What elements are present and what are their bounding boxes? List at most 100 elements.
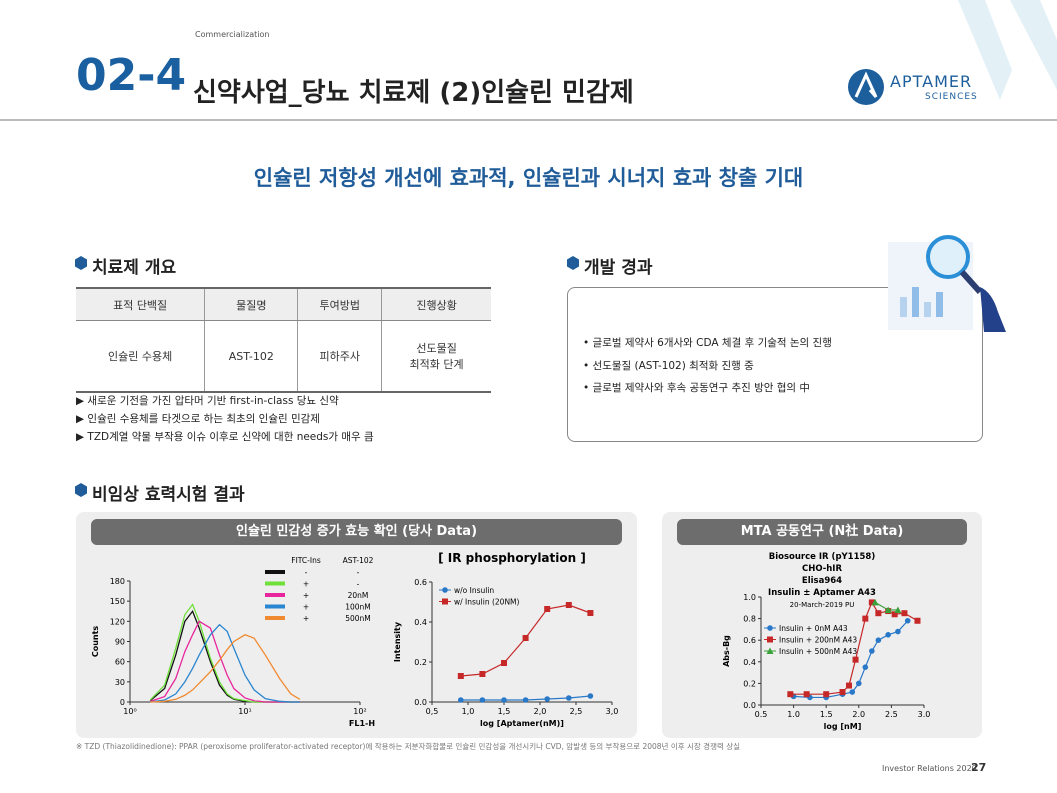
- x-tick-label: 1.0: [787, 710, 800, 719]
- th: 물질명: [204, 287, 298, 321]
- legend-header: FITC-Ins: [291, 556, 321, 565]
- legend-cell: +: [303, 614, 309, 623]
- item: • 글로벌 제약사와 후속 공동연구 추진 방안 협의 中: [583, 382, 810, 394]
- point: [868, 599, 875, 606]
- x-tick-label: 1,0: [462, 707, 475, 716]
- footnote: ※ TZD (Thiazolidinedione): PPAR (peroxis…: [76, 742, 741, 751]
- series-line: [150, 623, 300, 703]
- point: [852, 656, 859, 663]
- legend-cell: +: [303, 580, 309, 589]
- legend-swatch: [265, 616, 285, 620]
- point: [566, 695, 572, 701]
- point: [901, 610, 908, 617]
- illustration: [888, 235, 1006, 332]
- point: [875, 637, 882, 643]
- point: [457, 673, 464, 679]
- legend-cell: -: [305, 568, 308, 577]
- x-tick-label: 0.5: [755, 710, 768, 719]
- point: [587, 693, 594, 699]
- x-tick-label: 1.5: [820, 710, 833, 719]
- bullet-icon: [75, 256, 87, 270]
- point: [839, 689, 846, 696]
- series-line: [150, 620, 300, 703]
- y-tick-label: 0.8: [743, 615, 756, 624]
- kicker: Commercialization: [195, 30, 270, 39]
- td: 선도물질 최적화 단계: [381, 320, 491, 393]
- point: [565, 602, 572, 608]
- point: [895, 628, 901, 635]
- x-tick-label: 2.0: [852, 710, 865, 719]
- bullet: ▶ 새로운 기전을 가진 압타머 기반 first-in-class 당뇨 신약: [76, 395, 339, 407]
- dev-items: • 글로벌 제약사 6개사와 CDA 체결 후 기술적 논의 진행 • 선도물질…: [583, 332, 832, 400]
- panel-title: MTA 공동연구 (N社 Data): [677, 519, 967, 545]
- x-axis-label: FL1-H: [349, 719, 375, 728]
- bullet-icon: [75, 483, 87, 497]
- y-tick-label: 0.6: [743, 636, 756, 645]
- logo-sub: SCIENCES: [925, 92, 978, 102]
- th: 투여방법: [297, 287, 382, 321]
- logo-a: [854, 71, 878, 98]
- point: [862, 615, 869, 622]
- point: [767, 636, 773, 643]
- y-tick-label: 0.0: [414, 698, 427, 707]
- page-number: 27: [971, 761, 987, 774]
- point: [501, 660, 507, 666]
- x-tick-label: 2,5: [570, 707, 583, 716]
- th: 표적 단백질: [76, 287, 205, 321]
- y-tick-label: 0: [120, 698, 125, 707]
- legend-label: Insulin + 0nM A43: [779, 624, 848, 633]
- point: [522, 697, 529, 703]
- legend-label: Insulin + 500nM A43: [779, 647, 857, 656]
- point: [894, 606, 902, 613]
- point: [869, 648, 875, 654]
- series-line: [150, 634, 301, 703]
- deco: [1010, 0, 1057, 90]
- point: [501, 697, 507, 703]
- section-title: 비임상 효력시험 결과: [92, 485, 245, 505]
- x-tick-label: 3.0: [918, 710, 931, 719]
- x-tick-label: 10²: [353, 707, 366, 716]
- panel-title: 인슐린 민감성 증가 효능 확인 (당사 Data): [91, 519, 622, 545]
- x-axis-label: log [nM]: [824, 722, 862, 731]
- item: • 글로벌 제약사 6개사와 CDA 체결 후 기술적 논의 진행: [583, 337, 832, 349]
- bullets: ▶ 새로운 기전을 가진 압타머 기반 first-in-class 당뇨 신약…: [76, 392, 374, 446]
- x-tick-label: 10⁰: [123, 707, 136, 716]
- item: • 선도물질 (AST-102) 최적화 진행 중: [583, 359, 754, 372]
- y-tick-label: 0.4: [743, 658, 756, 667]
- bullet: ▶ 인슐린 수용체를 타겟으로 하는 최초의 인슐린 민감제: [76, 413, 320, 425]
- point: [442, 587, 448, 593]
- legend-label: Insulin + 200nM A43: [779, 636, 857, 645]
- footer-label: Investor Relations 2020: [882, 764, 977, 773]
- point: [904, 617, 911, 624]
- point: [544, 606, 551, 612]
- magnifier: [926, 235, 970, 279]
- x-tick-label: 0,5: [426, 707, 439, 716]
- x-tick-label: 2,0: [534, 707, 547, 716]
- x-axis-label: log [Aptamer(nM)]: [480, 719, 564, 728]
- logo-text: APTAMER: [890, 72, 973, 91]
- panel: [662, 512, 982, 738]
- point: [846, 682, 853, 689]
- th: 진행상황: [381, 287, 491, 321]
- legend-swatch: [265, 593, 285, 597]
- point: [823, 691, 830, 698]
- point: [587, 610, 594, 616]
- y-tick-label: 30: [115, 678, 125, 687]
- section-title: 개발 경과: [584, 258, 653, 278]
- point: [766, 647, 774, 654]
- chart-title: Biosource IR (pY1158): [769, 552, 876, 562]
- chart-date: 20-March-2019 PU: [790, 601, 855, 609]
- legend-cell: +: [303, 603, 309, 612]
- point: [479, 671, 486, 677]
- y-tick-label: 0.2: [414, 658, 427, 667]
- y-tick-label: 1.0: [743, 593, 756, 602]
- overview-table: 표적 단백질 물질명 투여방법 진행상황 인슐린 수용체 AST-102 피하주사 선도물질…: [76, 287, 491, 393]
- x-tick-label: 10¹: [238, 707, 251, 716]
- header-art: [0, 0, 1057, 121]
- legend-header: AST-102: [343, 556, 374, 565]
- y-axis-label: Intensity: [393, 621, 402, 662]
- point: [884, 606, 892, 613]
- td: 인슐린 수용체: [76, 320, 205, 393]
- legend-swatch: [265, 581, 285, 586]
